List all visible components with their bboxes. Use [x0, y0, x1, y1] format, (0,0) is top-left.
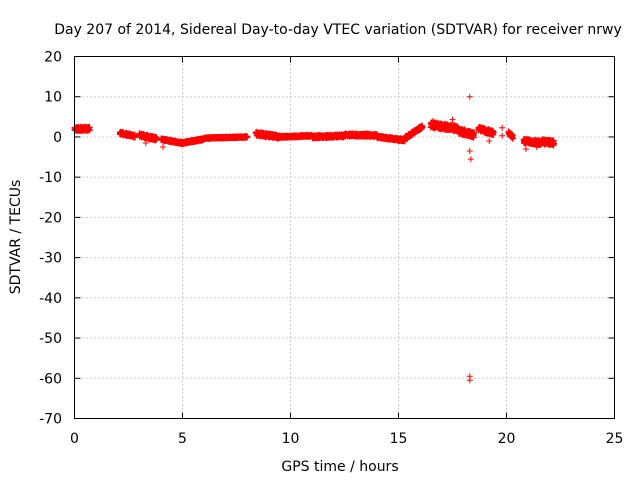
data-point	[466, 377, 473, 384]
data-point	[467, 156, 474, 163]
data-point	[490, 131, 497, 138]
data-point	[153, 134, 160, 141]
y-tick-label: 0	[53, 130, 62, 146]
data-point	[244, 133, 251, 140]
data-point	[486, 137, 493, 144]
data-point	[522, 146, 529, 153]
data-point	[419, 124, 426, 131]
chart-title: Day 207 of 2014, Sidereal Day-to-day VTE…	[54, 22, 622, 38]
y-tick-label: -50	[39, 331, 62, 347]
plot-frame	[74, 56, 615, 419]
x-tick-label: 5	[178, 431, 187, 447]
data-point	[160, 144, 167, 150]
data-point	[86, 124, 93, 131]
y-tick-label: -70	[39, 412, 62, 428]
data-point	[430, 117, 437, 124]
x-tick-label: 15	[390, 431, 408, 447]
data-point	[510, 135, 517, 142]
y-tick-label: -20	[39, 210, 62, 226]
y-tick-label: -10	[39, 170, 62, 186]
x-tick-label: 25	[606, 431, 624, 447]
y-tick-label: 10	[44, 90, 62, 106]
x-tick-label: 10	[282, 431, 300, 447]
data-point	[499, 124, 506, 131]
data-point	[499, 132, 506, 139]
y-axis-label: SDTVAR / TECUs	[8, 180, 24, 295]
x-tick-label: 20	[498, 431, 516, 447]
tick-labels: 20 10 0 -10 -20 -30 -40 -50 -60 -70 0 5 10 15 20 25	[39, 50, 623, 448]
data-point	[131, 131, 138, 138]
data-point	[464, 127, 471, 134]
y-tick-label: -40	[39, 291, 62, 307]
data-point	[533, 144, 540, 150]
y-tick-label: -30	[39, 251, 62, 267]
data-point	[550, 140, 557, 147]
y-tick-label: -60	[39, 371, 62, 387]
y-tick-label: 20	[44, 50, 62, 66]
x-tick-label: 0	[70, 431, 79, 447]
grid-layer	[74, 56, 615, 419]
axis-ticks	[74, 56, 615, 419]
data-point	[142, 139, 149, 146]
data-point	[471, 129, 478, 136]
x-axis-label: GPS time / hours	[281, 459, 398, 475]
data-point	[466, 93, 473, 100]
data-point	[466, 148, 473, 155]
data-points	[71, 93, 558, 384]
data-point	[449, 116, 456, 123]
